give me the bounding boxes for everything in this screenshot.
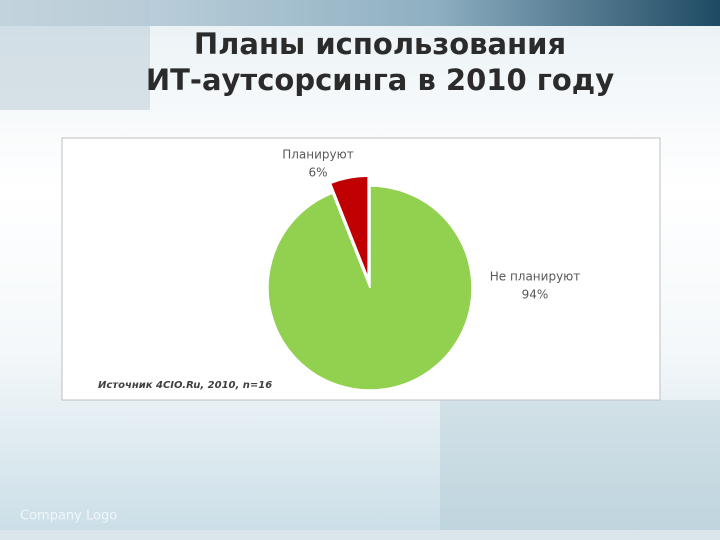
photo: [440, 400, 720, 530]
pie-slice: [267, 185, 473, 391]
footer-logo: Company Logo: [20, 509, 117, 524]
photo: [0, 0, 150, 110]
bottom-band: [0, 530, 720, 540]
slice-value: 6%: [308, 166, 327, 180]
pie-slice: [329, 175, 369, 279]
title: ИТ-аутсорсинга в 2010 году: [146, 63, 614, 97]
slice-value: 94%: [522, 288, 549, 302]
source-note: Источник 4CIO.Ru, 2010, n=16: [98, 380, 272, 391]
slice-label: Планируют: [282, 148, 354, 162]
title: Планы использования: [194, 27, 566, 61]
slice-label: Не планируют: [490, 270, 581, 284]
